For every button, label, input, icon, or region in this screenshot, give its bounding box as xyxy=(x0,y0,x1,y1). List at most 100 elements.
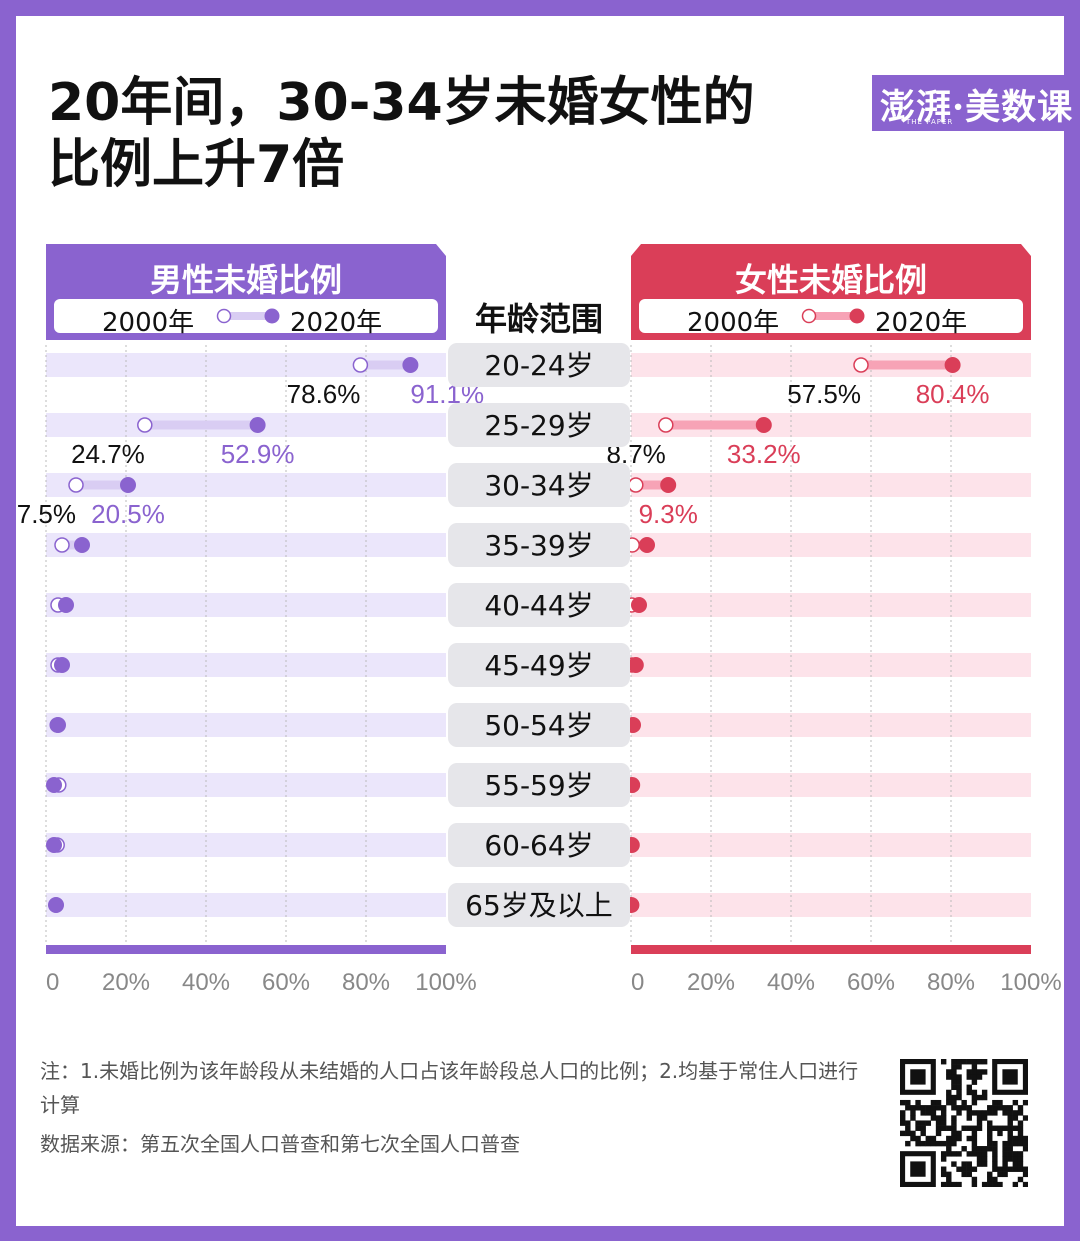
male-legend-dumbbell-icon xyxy=(216,308,280,324)
age-label: 20-24岁 xyxy=(484,349,593,382)
age-pill xyxy=(448,343,630,387)
logo-subtext: THE PAPER xyxy=(906,118,954,126)
age-label: 55-59岁 xyxy=(484,769,593,802)
male-legend-2020: 2020年 xyxy=(290,308,383,338)
male-row-band xyxy=(46,533,446,557)
female-label-2000: 57.5% xyxy=(787,379,861,409)
male-row-band xyxy=(46,593,446,617)
female-point-2020 xyxy=(631,597,647,613)
thepaper-logo: 澎湃·美数课 THE PAPER xyxy=(872,75,1080,131)
male-point-2020 xyxy=(402,357,419,373)
female-tick-label: 40% xyxy=(767,969,815,996)
male-point-2000 xyxy=(68,477,84,493)
female-row-band xyxy=(631,653,1031,677)
age-label: 60-64岁 xyxy=(484,829,593,862)
qr-code-icon xyxy=(900,1059,1028,1187)
male-label-2000: 24.7% xyxy=(71,439,145,469)
female-point-2000 xyxy=(628,477,644,493)
age-range-header: 年龄范围 xyxy=(474,300,603,338)
female-tick-label: 0 xyxy=(631,969,644,996)
male-panel-title: 男性未婚比例 xyxy=(149,261,342,299)
data-source: 数据来源：第五次全国人口普查和第七次全国人口普查 xyxy=(40,1132,520,1156)
male-point-2000 xyxy=(54,537,70,553)
female-point-2020 xyxy=(944,357,961,373)
male-point-2020 xyxy=(46,777,62,793)
footnote: 注：1.未婚比例为该年龄段从未结婚的人口占该年龄段总人口的比例；2.均基于常住人… xyxy=(40,1059,859,1117)
male-point-2000 xyxy=(137,417,153,433)
male-row-band xyxy=(46,893,446,917)
age-pill xyxy=(448,763,630,807)
age-label: 35-39岁 xyxy=(484,529,593,562)
age-label: 45-49岁 xyxy=(484,649,593,682)
male-point-2020 xyxy=(74,537,90,553)
female-axis-bar xyxy=(631,945,1031,954)
female-point-2000 xyxy=(853,357,869,373)
age-label: 25-29岁 xyxy=(484,409,593,442)
male-row-band xyxy=(46,773,446,797)
male-legend: 2000年 2020年 xyxy=(54,299,438,338)
male-point-2020 xyxy=(54,657,70,673)
age-pill xyxy=(448,703,630,747)
female-point-2020 xyxy=(660,477,677,493)
male-point-2020 xyxy=(249,417,266,433)
male-tick-label: 20% xyxy=(102,969,150,996)
male-label-2000: 7.5% xyxy=(17,499,76,529)
female-panel-header: 女性未婚比例 2000年 2020年 xyxy=(631,244,1031,340)
title-line-2: 比例上升7倍 xyxy=(48,135,345,195)
age-pill xyxy=(448,883,630,927)
female-point-2020 xyxy=(639,537,655,553)
age-pill xyxy=(448,583,630,627)
female-row-band xyxy=(631,473,1031,497)
female-row-band xyxy=(631,713,1031,737)
female-legend: 2000年 2020年 xyxy=(639,299,1023,338)
male-point-2020 xyxy=(58,597,74,613)
female-row-band xyxy=(631,353,1031,377)
male-tick-label: 60% xyxy=(262,969,310,996)
age-pill xyxy=(448,523,630,567)
logo-text: 澎湃·美数课 xyxy=(880,87,1074,128)
female-legend-2020: 2020年 xyxy=(875,308,968,338)
age-pill xyxy=(448,403,630,447)
age-pill xyxy=(448,643,630,687)
female-legend-dumbbell-icon xyxy=(801,308,865,324)
male-panel-header: 男性未婚比例 2000年 2020年 xyxy=(46,244,446,340)
female-panel-title: 女性未婚比例 xyxy=(734,261,927,299)
male-point-2020 xyxy=(48,897,64,913)
male-row-band xyxy=(46,653,446,677)
male-row-band xyxy=(46,713,446,737)
age-label: 30-34岁 xyxy=(484,469,593,502)
female-label-2020: 33.2% xyxy=(727,439,801,469)
female-tick-label: 60% xyxy=(847,969,895,996)
age-label: 40-44岁 xyxy=(484,589,593,622)
female-tick-label: 20% xyxy=(687,969,735,996)
age-pill xyxy=(448,463,630,507)
male-tick-label: 0 xyxy=(46,969,59,996)
female-label-2020: 9.3% xyxy=(639,499,698,529)
dumbbell-chart: 0 20% 40% 60% 80% 100%78.6% 91.1%24.7% 52.9%7.5… xyxy=(17,343,1062,996)
male-label-2000: 78.6% xyxy=(287,379,361,409)
female-tick-label: 100% xyxy=(1000,969,1061,996)
male-point-2020 xyxy=(50,717,66,733)
male-legend-2000: 2000年 xyxy=(102,308,195,338)
female-row-band xyxy=(631,833,1031,857)
male-tick-label: 80% xyxy=(342,969,390,996)
male-label-2020: 20.5% xyxy=(91,499,165,529)
female-legend-2000: 2000年 xyxy=(687,308,780,338)
male-tick-label: 100% xyxy=(415,969,476,996)
male-point-2020 xyxy=(120,477,136,493)
male-label-2020: 52.9% xyxy=(221,439,295,469)
female-row-band xyxy=(631,773,1031,797)
age-label: 50-54岁 xyxy=(484,709,593,742)
female-point-2020 xyxy=(627,657,644,673)
female-row-band xyxy=(631,893,1031,917)
age-pill xyxy=(448,823,630,867)
page-title: 20年间，30-34岁未婚女性的 比例上升7倍 xyxy=(48,72,808,196)
male-axis-bar xyxy=(46,945,446,954)
age-label: 65岁及以上 xyxy=(465,889,613,922)
title-line-1: 20年间，30-34岁未婚女性的 xyxy=(48,73,755,133)
male-point-2000 xyxy=(352,357,369,373)
female-row-band xyxy=(631,533,1031,557)
female-point-2000 xyxy=(658,417,674,433)
male-point-2020 xyxy=(46,837,62,853)
male-tick-label: 40% xyxy=(182,969,230,996)
